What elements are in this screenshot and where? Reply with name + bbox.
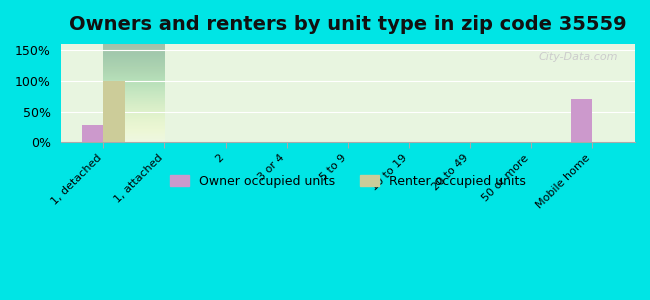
Bar (103, 81, 125, 142)
Legend: Owner occupied units, Renter occupied units: Owner occupied units, Renter occupied un… (165, 170, 530, 193)
Bar (571, 99, 592, 142)
Text: City-Data.com: City-Data.com (538, 52, 617, 62)
Title: Owners and renters by unit type in zip code 35559: Owners and renters by unit type in zip c… (69, 15, 627, 34)
Bar (82, 125, 103, 142)
